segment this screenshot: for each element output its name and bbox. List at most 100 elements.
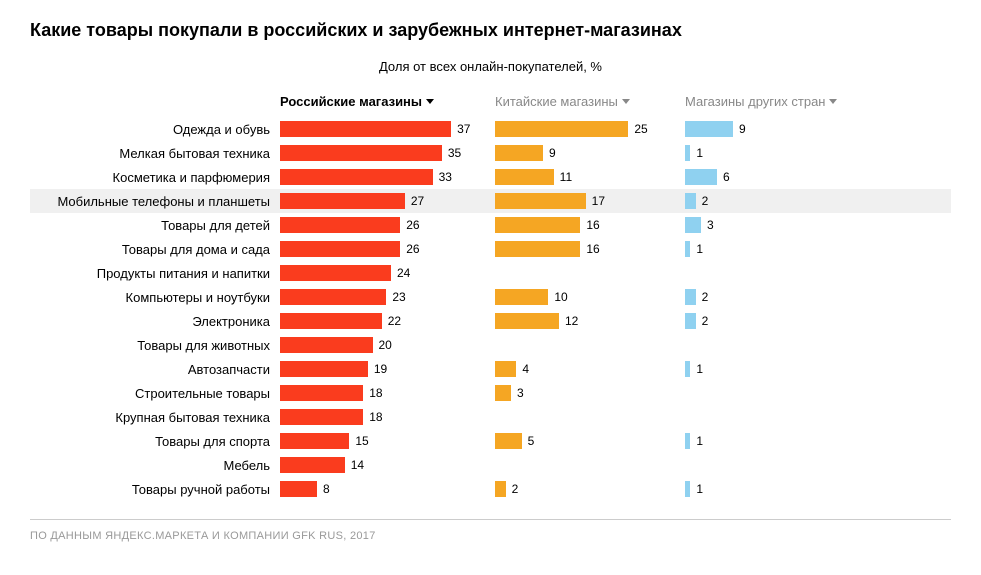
row-label: Крупная бытовая техника [30, 410, 280, 425]
bar-cn [495, 121, 628, 137]
bar-other [685, 481, 690, 497]
bar-cn [495, 217, 580, 233]
bar-ru [280, 121, 451, 137]
bar-cell-cn: 4 [495, 361, 685, 377]
bar-ru [280, 457, 345, 473]
bar-value-cn: 16 [586, 218, 599, 232]
chart-row: Строительные товары18 3 [30, 381, 951, 405]
chart-row: Товары для спорта1551 [30, 429, 951, 453]
series-header-cn-label: Китайские магазины [495, 94, 618, 109]
bar-other [685, 241, 690, 257]
chart-row: Косметика и парфюмерия3311 6 [30, 165, 951, 189]
series-header-cn[interactable]: Китайские магазины [495, 94, 685, 109]
bar-cell-cn: 2 [495, 481, 685, 497]
chart-row: Мобильные телефоны и планшеты27172 [30, 189, 951, 213]
bar-value-ru: 14 [351, 458, 364, 472]
bar-value-cn: 12 [565, 314, 578, 328]
source-footer: ПО ДАННЫМ ЯНДЕКС.МАРКЕТА И КОМПАНИИ GFK … [30, 519, 951, 542]
series-header-other[interactable]: Магазины других стран [685, 94, 875, 109]
bar-cn [495, 169, 554, 185]
bar-value-other: 3 [707, 218, 714, 232]
bar-other [685, 433, 690, 449]
bar-cell-ru: 14 [280, 457, 495, 473]
bar-cell-other: 1 [685, 145, 875, 161]
bar-cell-ru: 18 [280, 409, 495, 425]
bar-value-other: 6 [723, 170, 730, 184]
bar-value-cn: 10 [554, 290, 567, 304]
bar-cell-ru: 18 [280, 385, 495, 401]
row-label: Товары для дома и сада [30, 242, 280, 257]
row-label: Товары ручной работы [30, 482, 280, 497]
bar-cell-other: 6 [685, 169, 875, 185]
bar-cell-ru: 33 [280, 169, 495, 185]
bar-ru [280, 145, 442, 161]
row-label: Компьютеры и ноутбуки [30, 290, 280, 305]
bar-value-other: 2 [702, 290, 709, 304]
row-label: Мелкая бытовая техника [30, 146, 280, 161]
bar-other [685, 121, 733, 137]
series-header-ru-label: Российские магазины [280, 94, 422, 109]
series-header-other-label: Магазины других стран [685, 94, 825, 109]
bar-cell-ru: 20 [280, 337, 495, 353]
bar-value-ru: 35 [448, 146, 461, 160]
bar-cn [495, 481, 506, 497]
bar-ru [280, 193, 405, 209]
bar-cn [495, 385, 511, 401]
bar-cell-other: 2 [685, 313, 875, 329]
bar-cell-ru: 23 [280, 289, 495, 305]
chart-rows: Одежда и обувь37259 Мелкая бытовая техник… [30, 117, 951, 501]
chart-row: Товары для детей26 16 3 [30, 213, 951, 237]
bar-value-ru: 8 [323, 482, 330, 496]
bar-ru [280, 289, 386, 305]
bar-other [685, 289, 696, 305]
bar-value-ru: 23 [392, 290, 405, 304]
chart-row: Одежда и обувь37259 [30, 117, 951, 141]
series-header-ru[interactable]: Российские магазины [280, 94, 495, 109]
bar-value-ru: 37 [457, 122, 470, 136]
bar-value-ru: 19 [374, 362, 387, 376]
bar-cn [495, 241, 580, 257]
bar-cell-ru: 24 [280, 265, 495, 281]
bar-ru [280, 481, 317, 497]
row-label: Косметика и парфюмерия [30, 170, 280, 185]
bar-value-other: 9 [739, 122, 746, 136]
bar-value-other: 1 [696, 482, 703, 496]
bar-cn [495, 289, 548, 305]
bar-cell-ru: 27 [280, 193, 495, 209]
chart-title: Какие товары покупали в российских и зар… [30, 20, 951, 41]
bar-value-cn: 17 [592, 194, 605, 208]
row-label: Строительные товары [30, 386, 280, 401]
bar-cell-other: 2 [685, 193, 875, 209]
bar-cell-other: 1 [685, 481, 875, 497]
bar-value-cn: 9 [549, 146, 556, 160]
row-label: Товары для спорта [30, 434, 280, 449]
row-label: Мебель [30, 458, 280, 473]
bar-ru [280, 241, 400, 257]
row-label: Товары для детей [30, 218, 280, 233]
chevron-down-icon [622, 99, 630, 104]
bar-value-other: 1 [696, 434, 703, 448]
bar-value-other: 2 [702, 314, 709, 328]
bar-value-ru: 27 [411, 194, 424, 208]
bar-cell-ru: 35 [280, 145, 495, 161]
bar-cell-cn: 11 [495, 169, 685, 185]
bar-other [685, 193, 696, 209]
bar-value-ru: 22 [388, 314, 401, 328]
bar-cn [495, 193, 586, 209]
bar-value-cn: 5 [528, 434, 535, 448]
chart-row: Продукты питания и напитки24 [30, 261, 951, 285]
bar-cell-cn: 5 [495, 433, 685, 449]
chevron-down-icon [426, 99, 434, 104]
row-label: Автозапчасти [30, 362, 280, 377]
bar-value-cn: 3 [517, 386, 524, 400]
bar-cell-ru: 26 [280, 217, 495, 233]
bar-value-other: 1 [696, 242, 703, 256]
bar-ru [280, 409, 363, 425]
chart-row: Автозапчасти1941 [30, 357, 951, 381]
bar-value-ru: 20 [379, 338, 392, 352]
bar-ru [280, 265, 391, 281]
bar-value-cn: 2 [512, 482, 519, 496]
chart-row: Компьютеры и ноутбуки 23 10 2 [30, 285, 951, 309]
bar-cell-other: 1 [685, 433, 875, 449]
bar-ru [280, 169, 433, 185]
